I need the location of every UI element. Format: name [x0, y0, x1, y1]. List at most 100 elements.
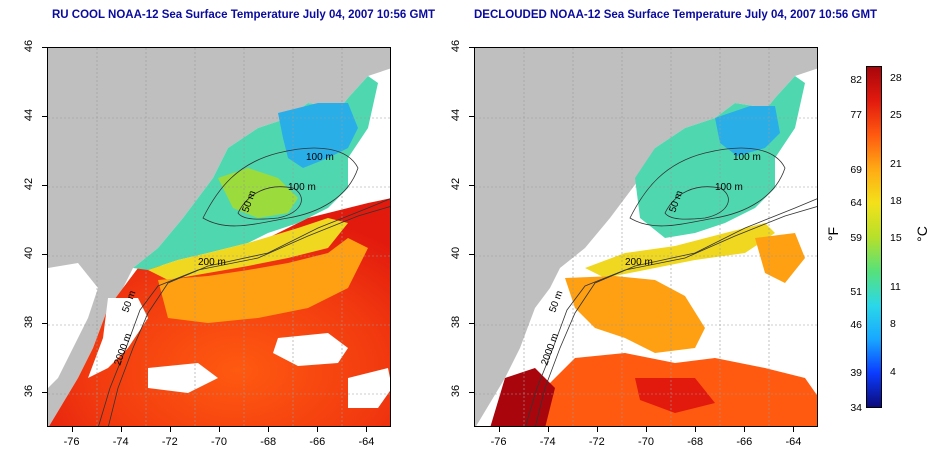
lon-tick-label: -68 [260, 436, 277, 448]
colorbar-fahrenheit-tick: 82 [850, 74, 862, 86]
cloud-patch [148, 363, 218, 393]
georges-bank [218, 168, 298, 218]
colorbar-fahrenheit-tick: 77 [850, 109, 862, 121]
lon-tick-mark [695, 427, 697, 432]
lat-tick-label: 40 [450, 247, 462, 260]
contour-label-100m-a: 100 m [306, 152, 334, 163]
sst-map-right: 200 m 100 m 100 m 50 m 50 m 2000 m [474, 47, 818, 427]
land-area [475, 48, 817, 426]
land-area [48, 48, 390, 426]
contour-label-200m: 200 m [198, 257, 226, 268]
lat-tick-mark [469, 185, 474, 187]
lat-tick-mark [42, 392, 47, 394]
graticule [48, 48, 390, 426]
orange-patch [755, 233, 805, 283]
lat-tick-mark [469, 254, 474, 256]
lon-tick-mark [366, 427, 368, 432]
right-map-title: DECLOUDED NOAA-12 Sea Surface Temperatur… [474, 9, 878, 21]
cloud-patch [88, 298, 148, 378]
temperature-colorbar [866, 66, 882, 408]
fahrenheit-unit-label: °F [825, 226, 842, 242]
lon-tick-mark [793, 427, 795, 432]
lon-tick-mark [219, 427, 220, 432]
contour-label-200m: 200 m [625, 257, 653, 268]
lat-tick-label: 36 [23, 385, 35, 398]
lon-tick-mark [498, 427, 500, 432]
left-map-title: RU COOL NOAA-12 Sea Surface Temperature … [52, 9, 436, 21]
colorbar-fahrenheit-tick: 46 [850, 319, 862, 331]
colorbar-fahrenheit-tick: 69 [850, 164, 862, 176]
colorbar-celsius-tick: 11 [890, 281, 901, 293]
celsius-unit-label: °C [913, 226, 930, 242]
lat-tick-label: 42 [450, 178, 462, 191]
lon-tick-mark [169, 427, 171, 432]
lat-tick-mark [42, 323, 47, 325]
lon-tick-label: -64 [785, 436, 802, 448]
lon-tick-mark [120, 427, 122, 432]
lat-tick-label: 46 [450, 39, 462, 53]
colorbar-fahrenheit-tick: 34 [850, 402, 862, 414]
lon-tick-mark [744, 427, 746, 432]
orange-patch [565, 276, 705, 353]
lat-tick-label: 40 [23, 247, 35, 260]
lat-tick-label: 44 [23, 108, 35, 122]
colorbar-celsius-tick: 15 [890, 232, 902, 244]
graticule [475, 48, 817, 426]
lon-tick-label: -76 [63, 436, 80, 448]
colorbar-celsius-tick: 25 [890, 109, 902, 121]
lat-tick-label: 44 [450, 108, 462, 122]
lat-tick-label: 46 [23, 39, 35, 53]
bathymetry-contours [98, 147, 390, 426]
lon-tick-label: -64 [358, 436, 375, 448]
lon-tick-label: -68 [687, 436, 704, 448]
lat-tick-label: 36 [450, 385, 462, 398]
lon-tick-mark [547, 427, 549, 432]
colorbar-celsius-tick: 8 [890, 318, 896, 330]
red-patch [635, 378, 715, 413]
lon-tick-mark [317, 427, 319, 432]
lon-tick-label: -72 [588, 436, 605, 448]
colorbar-fahrenheit-tick: 39 [850, 367, 862, 379]
cloud-patch [48, 263, 98, 388]
lon-tick-label: -74 [539, 436, 556, 448]
orange-band [158, 238, 368, 323]
lon-tick-label: -76 [490, 436, 507, 448]
lon-tick-label: -70 [211, 436, 227, 448]
lat-tick-mark [469, 323, 474, 325]
lat-tick-label: 38 [23, 316, 35, 329]
gulf-maine-water [715, 106, 780, 156]
contour-label-100m-a: 100 m [733, 152, 761, 163]
lon-tick-mark [596, 427, 598, 432]
colorbar-fahrenheit-tick: 64 [850, 197, 862, 209]
lat-tick-mark [469, 47, 474, 48]
lon-tick-label: -66 [309, 436, 326, 448]
lat-tick-mark [469, 116, 474, 118]
bathymetry-contours [525, 147, 817, 426]
lon-tick-mark [646, 427, 647, 432]
colorbar-fahrenheit-tick: 59 [850, 232, 862, 244]
lat-tick-label: 38 [450, 316, 462, 329]
colorbar-fahrenheit-tick: 51 [850, 286, 862, 298]
lat-tick-label: 42 [23, 178, 35, 191]
contour-label-100m-b: 100 m [288, 182, 316, 193]
lon-tick-label: -66 [736, 436, 753, 448]
cloud-patch [348, 368, 390, 408]
lon-tick-label: -72 [161, 436, 178, 448]
lat-tick-mark [42, 116, 47, 118]
colorbar-celsius-tick: 18 [890, 195, 902, 207]
contour-label-100m-b: 100 m [715, 182, 743, 193]
colorbar-celsius-tick: 21 [890, 158, 902, 170]
sst-map-left: 200 m 100 m 100 m 50 m 50 m 2000 m [47, 47, 391, 427]
lon-tick-mark [71, 427, 73, 432]
lat-tick-mark [42, 254, 47, 256]
slope-water [148, 218, 348, 280]
lon-tick-label: -74 [112, 436, 129, 448]
lon-tick-label: -70 [638, 436, 654, 448]
sst-map-left-graphic: 200 m 100 m 100 m 50 m 50 m 2000 m [48, 48, 390, 426]
lat-tick-mark [42, 47, 47, 48]
lat-tick-mark [469, 392, 474, 394]
cloud-patch [273, 333, 348, 366]
colorbar-celsius-tick: 4 [890, 366, 896, 378]
lon-tick-mark [268, 427, 270, 432]
colorbar-celsius-tick: 28 [890, 72, 902, 84]
